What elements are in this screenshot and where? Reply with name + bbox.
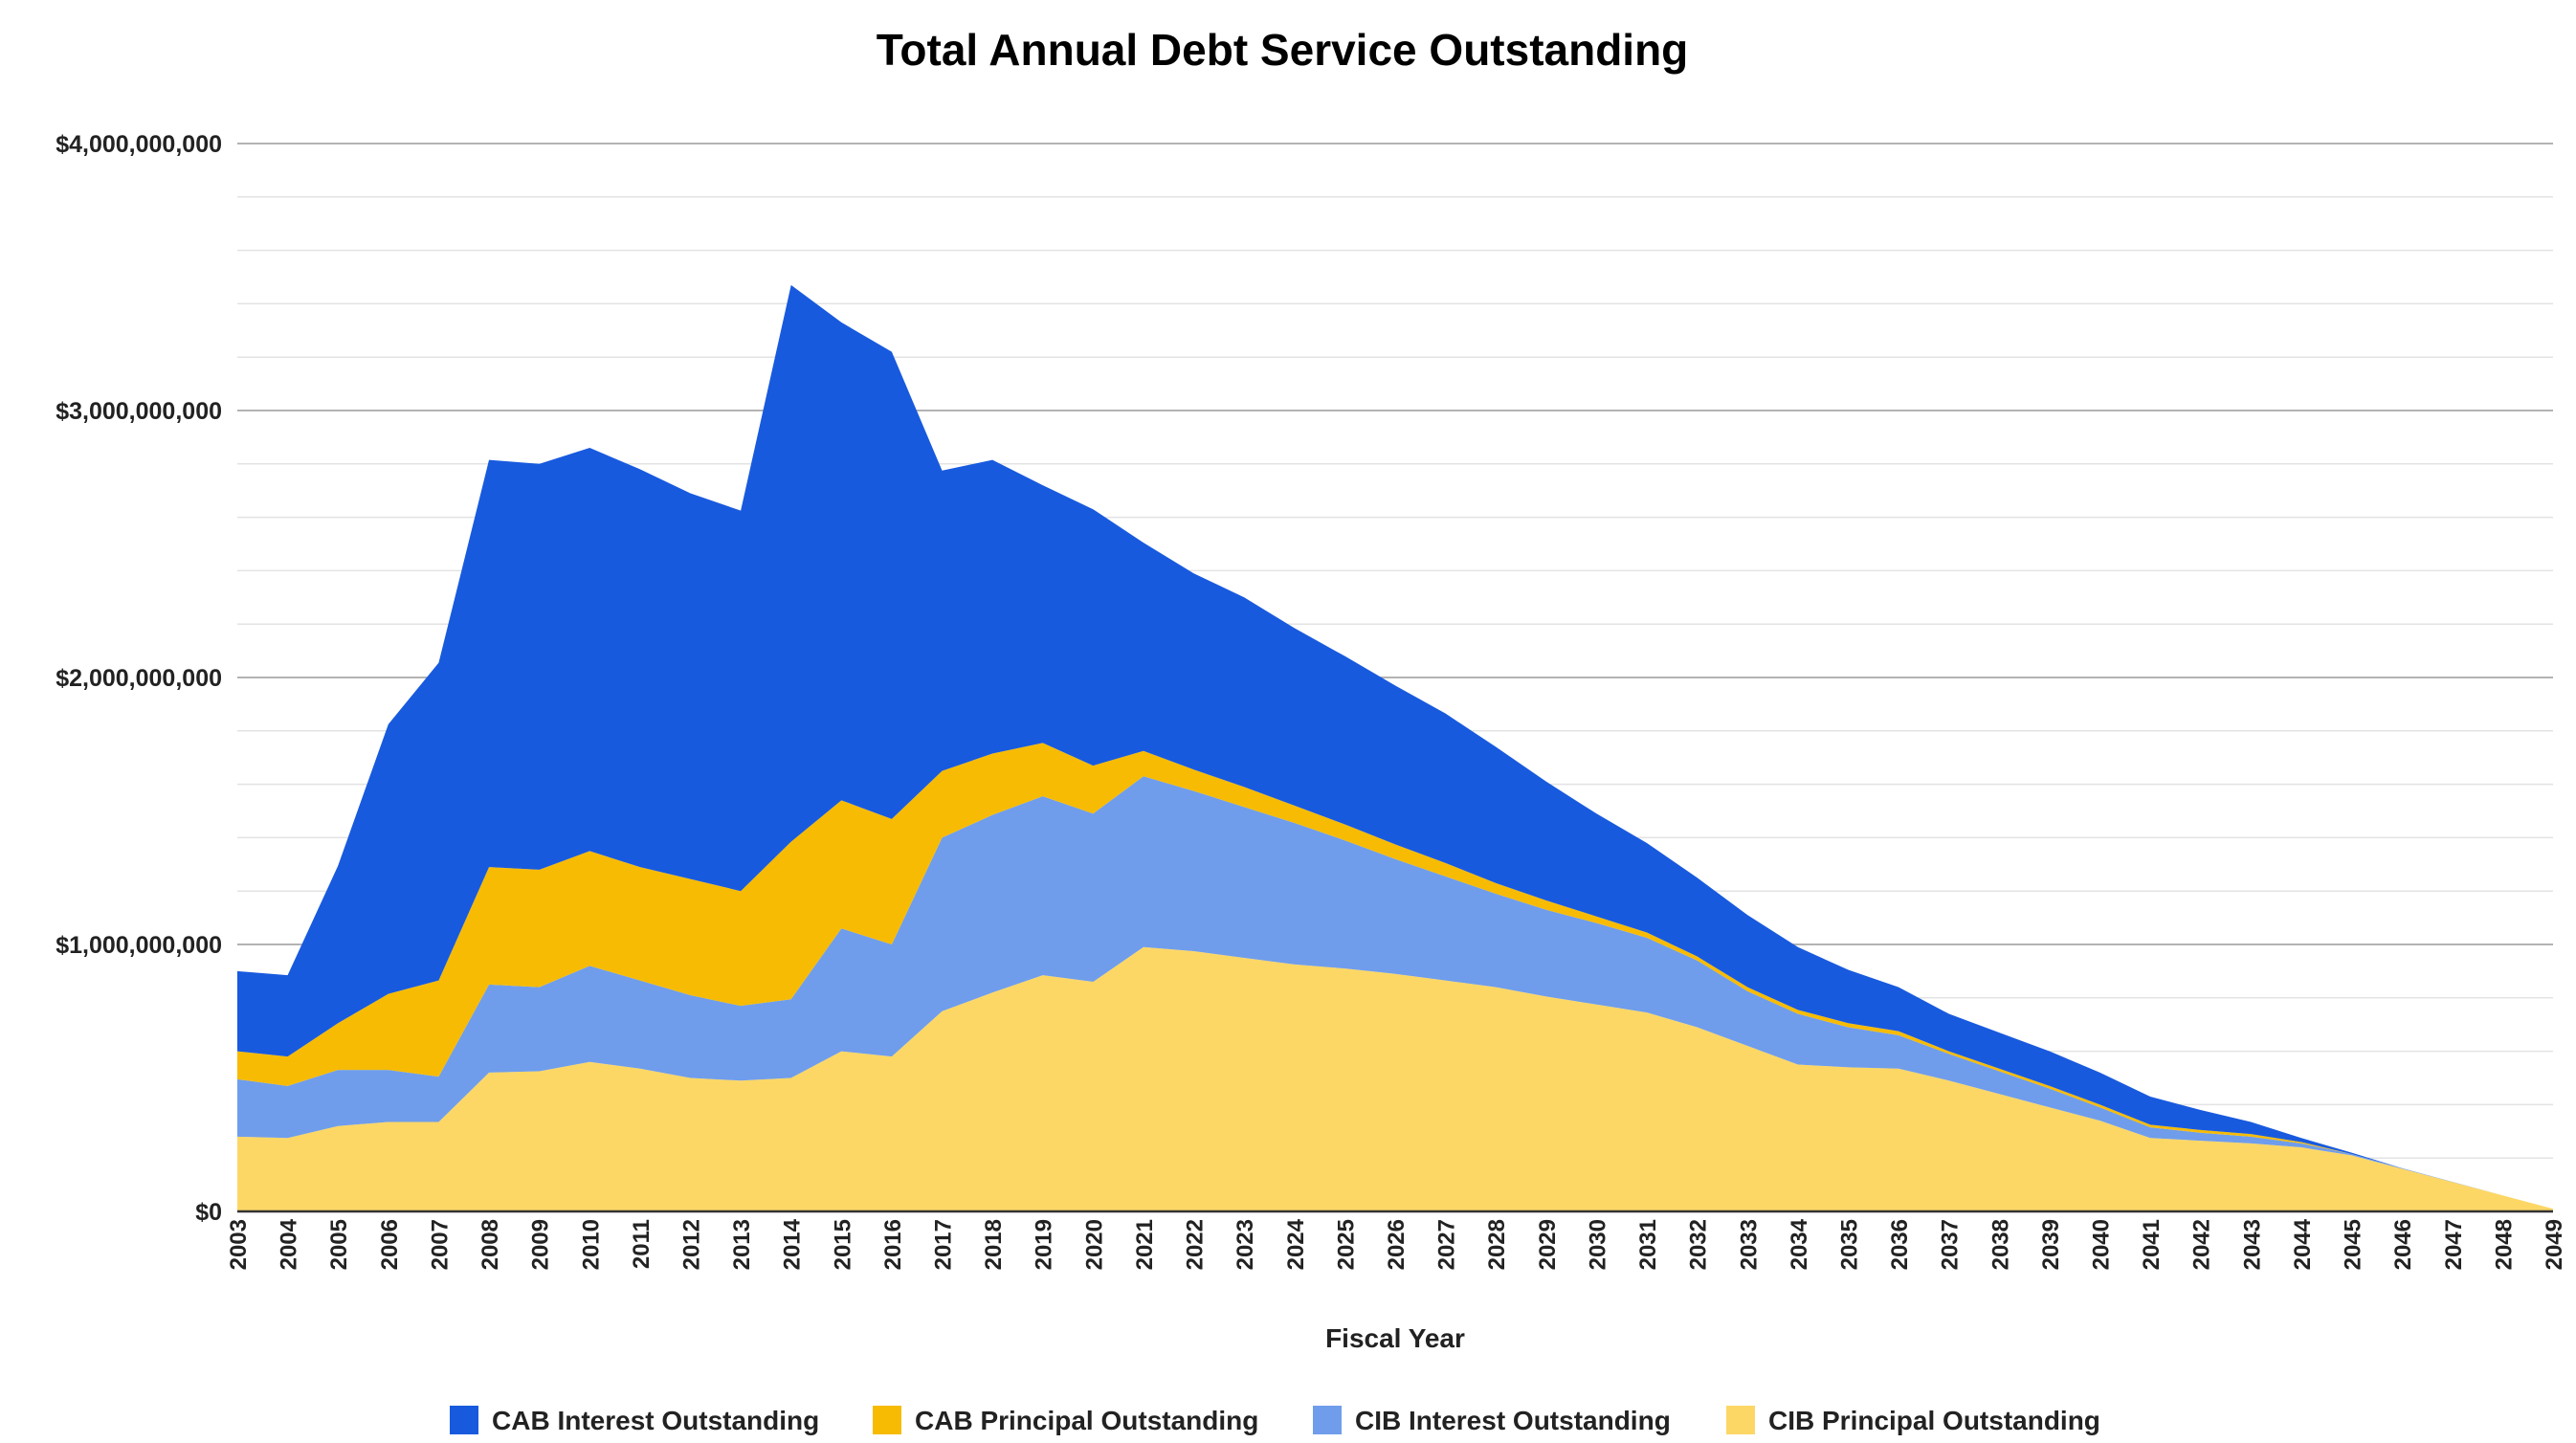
x-tick-label: 2009 <box>528 1219 554 1270</box>
legend-swatch <box>1726 1406 1755 1434</box>
x-tick-label: 2014 <box>780 1218 806 1270</box>
plot-area <box>237 284 2553 1213</box>
y-tick-label: $3,000,000,000 <box>56 398 222 425</box>
x-tick-label: 2022 <box>1183 1219 1209 1270</box>
x-tick-label: 2049 <box>2542 1219 2567 1270</box>
x-tick-label: 2005 <box>326 1219 352 1270</box>
x-tick-label: 2020 <box>1081 1219 1107 1270</box>
x-tick-label: 2023 <box>1232 1219 1258 1270</box>
area-cib-interest-outstanding <box>237 776 2553 1210</box>
legend-swatch <box>450 1406 478 1434</box>
legend-swatch <box>1313 1406 1342 1434</box>
x-tick-label: 2044 <box>2290 1218 2316 1270</box>
legend-label: CIB Interest Outstanding <box>1355 1406 1671 1435</box>
area-cab-principal-outstanding <box>237 743 2553 1210</box>
x-tick-label: 2034 <box>1787 1218 1812 1270</box>
x-tick-label: 2008 <box>477 1219 503 1270</box>
x-tick-label: 2047 <box>2441 1219 2467 1270</box>
x-tick-label: 2004 <box>277 1218 302 1270</box>
legend-item: CAB Interest Outstanding <box>450 1406 819 1435</box>
x-tick-label: 2027 <box>1434 1219 1460 1270</box>
x-tick-label: 2003 <box>226 1219 252 1270</box>
y-tick-label: $2,000,000,000 <box>56 665 222 692</box>
x-tick-label: 2019 <box>1032 1219 1057 1270</box>
x-tick-label: 2040 <box>2089 1219 2115 1270</box>
legend-label: CAB Principal Outstanding <box>915 1406 1258 1435</box>
x-tick-label: 2035 <box>1836 1219 1862 1270</box>
x-tick-label: 2024 <box>1283 1218 1309 1270</box>
x-tick-label: 2018 <box>981 1219 1007 1270</box>
legend-label: CIB Principal Outstanding <box>1768 1406 2100 1435</box>
x-tick-label: 2017 <box>931 1219 957 1270</box>
x-tick-label: 2010 <box>578 1219 604 1270</box>
x-tick-label: 2028 <box>1484 1219 1510 1270</box>
legend: CAB Interest Outstanding CAB Principal Ou… <box>450 1406 2100 1435</box>
x-tick-label: 2011 <box>629 1219 655 1269</box>
x-tick-label: 2025 <box>1333 1219 1359 1270</box>
legend-item: CIB Interest Outstanding <box>1313 1406 1671 1435</box>
chart-title: Total Annual Debt Service Outstanding <box>877 25 1689 75</box>
y-tick-label: $0 <box>195 1199 222 1226</box>
x-tick-label: 2012 <box>678 1219 704 1270</box>
x-axis: 2003 2004 2005 2006 2007 2008 2009 2010 2011 2012… <box>226 1218 2567 1270</box>
x-tick-label: 2013 <box>729 1219 755 1270</box>
x-axis-label: Fiscal Year <box>1325 1323 1465 1353</box>
x-tick-label: 2037 <box>1938 1219 1964 1270</box>
x-tick-label: 2029 <box>1535 1219 1561 1270</box>
x-tick-label: 2033 <box>1736 1219 1762 1270</box>
x-tick-label: 2048 <box>2491 1219 2517 1270</box>
x-tick-label: 2006 <box>377 1219 403 1270</box>
x-tick-label: 2046 <box>2390 1219 2416 1270</box>
area-cib-principal-outstanding <box>237 946 2553 1211</box>
x-tick-label: 2038 <box>1988 1219 2013 1270</box>
x-tick-label: 2042 <box>2189 1219 2215 1270</box>
x-tick-label: 2036 <box>1887 1219 1913 1270</box>
legend-item: CIB Principal Outstanding <box>1726 1406 2100 1435</box>
legend-label: CAB Interest Outstanding <box>492 1406 819 1435</box>
x-tick-label: 2039 <box>2038 1219 2064 1270</box>
x-tick-label: 2021 <box>1132 1219 1158 1270</box>
x-tick-label: 2030 <box>1585 1219 1610 1270</box>
legend-item: CAB Principal Outstanding <box>873 1406 1258 1435</box>
x-tick-label: 2045 <box>2341 1219 2366 1270</box>
y-axis: $0 $1,000,000,000 $2,000,000,000 $3,000,000… <box>56 131 222 1226</box>
x-tick-label: 2043 <box>2239 1219 2265 1270</box>
area-cab-interest-outstanding <box>237 284 2553 1210</box>
x-tick-label: 2015 <box>830 1219 855 1270</box>
x-tick-label: 2026 <box>1384 1219 1410 1270</box>
legend-swatch <box>873 1406 901 1434</box>
x-tick-label: 2032 <box>1686 1219 1712 1270</box>
x-tick-label: 2007 <box>427 1219 453 1270</box>
y-tick-label: $4,000,000,000 <box>56 131 222 158</box>
y-tick-label: $1,000,000,000 <box>56 932 222 959</box>
x-tick-label: 2041 <box>2139 1219 2165 1270</box>
x-tick-label: 2016 <box>880 1219 906 1270</box>
x-tick-label: 2031 <box>1635 1219 1661 1270</box>
